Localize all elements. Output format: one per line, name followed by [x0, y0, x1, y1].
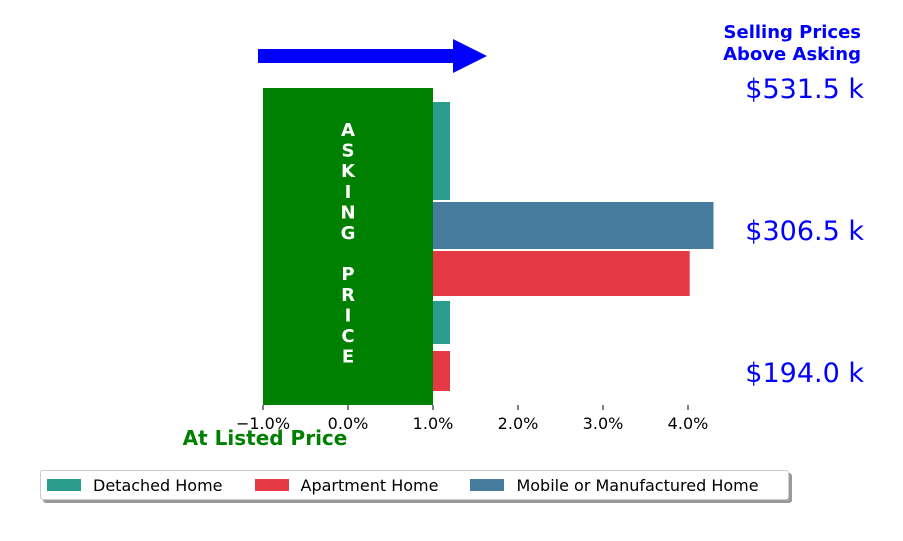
legend-item: Mobile or Manufactured Home [470, 475, 759, 495]
legend-label: Mobile or Manufactured Home [516, 475, 759, 495]
arrow-right-icon [258, 39, 487, 73]
legend-label: Apartment Home [300, 475, 439, 495]
legend-item: Detached Home [47, 476, 223, 495]
legend: Detached Home Apartment Home Mobile or Man… [40, 470, 789, 500]
legend-swatch [254, 479, 289, 491]
legend-swatch [47, 479, 81, 491]
legend-swatch [470, 479, 505, 491]
asking-letter: R [341, 285, 355, 306]
asking-letter: I [345, 182, 352, 203]
price-label: $306.5 k [745, 216, 864, 247]
asking-letter: A [341, 120, 355, 141]
x-axis: −1.0% 0.0% 1.0% 2.0% 3.0% 4.0% [236, 405, 708, 433]
x-tick-label: 3.0% [583, 414, 624, 433]
x-tick-label: 1.0% [413, 414, 454, 433]
legend-item: Apartment Home [254, 475, 439, 495]
x-tick-label: 2.0% [498, 414, 539, 433]
headline-line: Selling Prices [724, 22, 861, 43]
x-tick-label: 0.0% [328, 414, 369, 433]
asking-letter: K [341, 161, 356, 182]
asking-letter: E [342, 347, 354, 368]
headline-line: Above Asking [723, 44, 861, 65]
x-tick-label: −1.0% [236, 414, 290, 433]
asking-letter: S [342, 141, 355, 162]
price-label: $194.0 k [745, 358, 864, 389]
asking-letter: N [340, 202, 355, 223]
legend-label: Detached Home [93, 475, 223, 495]
asking-letter: C [341, 326, 354, 347]
asking-letter: I [345, 305, 352, 326]
asking-band-rect [263, 88, 433, 405]
asking-letter: G [341, 223, 356, 244]
x-tick-label: 4.0% [668, 414, 709, 433]
asking-letter: P [341, 264, 354, 285]
price-labels: $531.5 k $306.5 k $194.0 k [745, 74, 864, 389]
price-label: $531.5 k [745, 74, 864, 105]
arrow-layer [258, 39, 487, 73]
listed-price-label: At Listed Price [183, 426, 348, 450]
